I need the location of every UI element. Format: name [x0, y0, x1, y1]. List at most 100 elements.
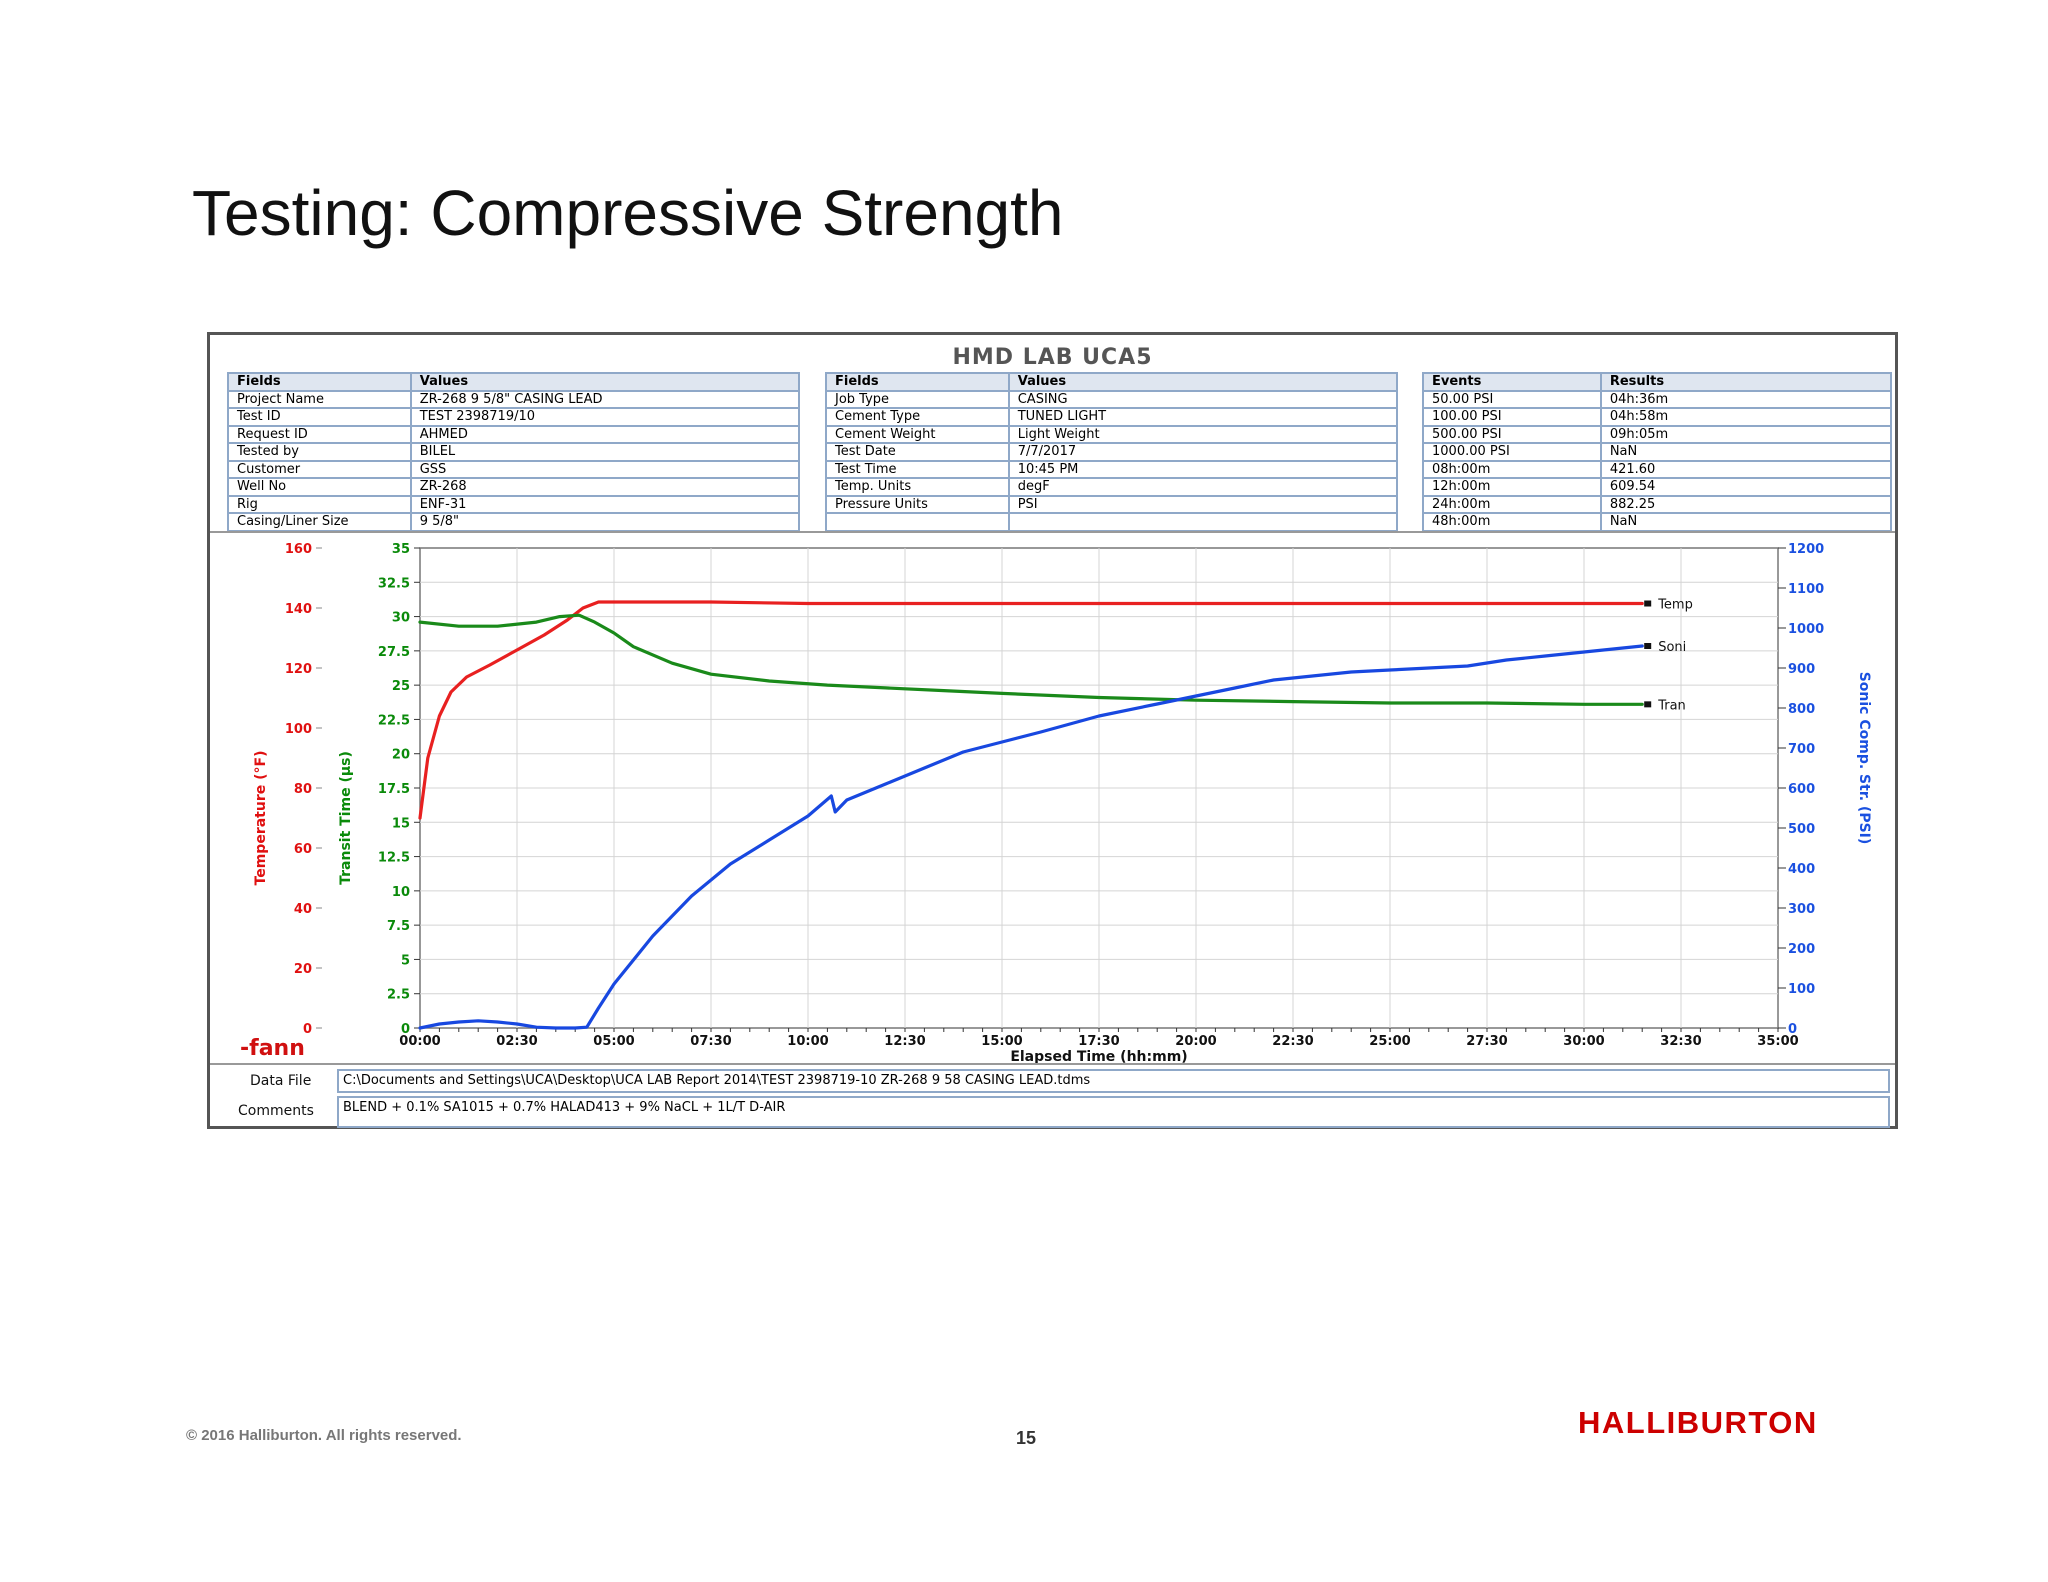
data-point: [709, 600, 713, 604]
data-point: [465, 675, 468, 679]
transit-tick-label: 12.5: [378, 851, 410, 866]
series-label: Temp: [1657, 598, 1693, 613]
table-cell: 882.25: [1599, 495, 1893, 514]
table-cell: TUNED LIGHT: [1007, 408, 1399, 427]
table-cell: CASING: [1007, 390, 1399, 409]
table-cell: 10:45 PM: [1007, 460, 1399, 479]
x-tick-label: 12:30: [884, 1034, 925, 1049]
table-row: Cement Weight Light Weight: [825, 425, 1399, 444]
data-point: [449, 690, 453, 694]
table-row: 50.00 PSI 04h:36m: [1422, 390, 1893, 409]
data-point: [542, 633, 546, 637]
transit-tick-label: 22.5: [378, 713, 410, 728]
table-cell: ZR-268 9 5/8" CASING LEAD: [409, 390, 801, 409]
table-row: 08h:00m 421.60: [1422, 460, 1893, 479]
table-row: Cement Type TUNED LIGHT: [825, 408, 1399, 427]
data-point: [457, 1020, 460, 1024]
data-point: [566, 618, 569, 622]
table-row: Casing/Liner Size 9 5/8": [227, 513, 801, 532]
sonic-tick-label: 100: [1788, 982, 1815, 997]
sonic-tick-label: 1100: [1788, 582, 1824, 597]
data-point: [1097, 714, 1101, 718]
table-row: Tested by BILEL: [227, 443, 801, 462]
column-header: Fields: [825, 372, 1009, 392]
table-row: Job Type CASING: [825, 390, 1399, 409]
slide-title: Testing: Compressive Strength: [192, 177, 1064, 249]
column-header: Values: [409, 372, 801, 392]
data-point: [554, 1026, 557, 1030]
data-point: [1000, 692, 1004, 695]
data-point: [496, 1020, 499, 1024]
series-end-marker: [1644, 643, 1652, 649]
data-point: [1641, 644, 1644, 648]
comments-field: BLEND + 0.1% SA1015 + 0.7% HALAD413 + 9%…: [337, 1096, 1890, 1128]
data-point: [632, 645, 635, 648]
temperature-tick-label: 140: [285, 602, 312, 617]
data-point: [768, 838, 771, 842]
table-cell: 1000.00 PSI: [1422, 443, 1601, 462]
x-tick-label: 05:00: [593, 1034, 634, 1049]
column-header: Values: [1007, 372, 1399, 392]
data-point: [962, 750, 965, 754]
table-cell: TEST 2398719/10: [409, 408, 801, 427]
data-point: [1311, 674, 1314, 678]
data-point: [438, 714, 441, 718]
data-point: [690, 894, 693, 898]
data-file-label: Data File: [250, 1073, 312, 1089]
data-point: [1466, 664, 1469, 668]
table-row: Temp. Units degF: [825, 478, 1399, 497]
data-point: [1505, 658, 1508, 662]
table-cell: 48h:00m: [1422, 513, 1601, 532]
copyright-notice: © 2016 Halliburton. All rights reserved.: [186, 1427, 462, 1444]
data-point: [833, 810, 837, 814]
data-point: [1388, 668, 1392, 672]
table-cell: PSI: [1007, 495, 1399, 514]
project-info-table: Fields Values Project Name ZR-268 9 5/8" CA…: [227, 372, 801, 532]
x-tick-label: 22:30: [1272, 1034, 1313, 1049]
table-cell: 04h:36m: [1599, 390, 1893, 409]
page-number: 15: [1016, 1428, 1037, 1448]
table-cell: GSS: [409, 460, 801, 479]
data-point: [585, 1026, 589, 1029]
data-point: [597, 600, 600, 604]
column-header: Events: [1422, 372, 1601, 392]
table-row: Test Date 7/7/2017: [825, 443, 1399, 462]
data-point: [1544, 654, 1547, 658]
series-end-marker: [1644, 600, 1652, 607]
data-point: [709, 672, 713, 676]
halliburton-logo: HALLIBURTON: [1578, 1405, 1818, 1440]
table-row: Well No ZR-268: [227, 478, 801, 497]
table-cell: 50.00 PSI: [1422, 390, 1601, 409]
data-point: [1097, 696, 1101, 699]
data-point: [418, 816, 422, 820]
table-cell: Well No: [227, 478, 411, 497]
data-point: [1621, 646, 1625, 650]
fann-logo: -fann: [240, 1036, 305, 1061]
data-point: [1291, 700, 1295, 703]
table-row: Rig ENF-31: [227, 495, 801, 514]
x-tick-label: 15:00: [981, 1034, 1022, 1049]
x-axis-label: Elapsed Time (hh:mm): [1010, 1049, 1187, 1063]
data-point: [488, 663, 492, 667]
series-label: Tran: [1657, 698, 1686, 713]
transit-tick-label: 5: [401, 953, 410, 968]
x-tick-label: 27:30: [1466, 1034, 1507, 1049]
data-point: [1582, 602, 1586, 605]
sonic-tick-label: 0: [1788, 1022, 1797, 1037]
table-cell: [1007, 513, 1399, 532]
data-point: [729, 862, 732, 866]
column-header: Results: [1599, 372, 1893, 392]
table-cell: Test Time: [825, 460, 1009, 479]
data-point: [1272, 678, 1275, 682]
table-row: Test ID TEST 2398719/10: [227, 408, 801, 427]
data-point: [515, 648, 519, 652]
data-point: [1388, 701, 1392, 705]
transit-tick-label: 17.5: [378, 782, 410, 797]
job-info-table: Fields Values Job Type CASING Cement Type TUN…: [825, 372, 1399, 532]
data-point: [1000, 602, 1004, 605]
table-cell: 04h:58m: [1599, 408, 1893, 427]
data-point: [515, 1022, 519, 1026]
table-row: 48h:00m NaN: [1422, 513, 1893, 532]
data-point: [1641, 602, 1644, 605]
table-cell: Tested by: [227, 443, 411, 462]
